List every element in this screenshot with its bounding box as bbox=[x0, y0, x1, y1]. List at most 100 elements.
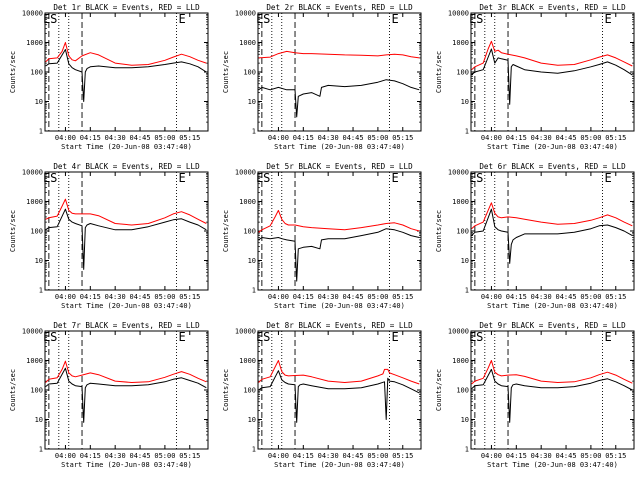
series-events-line bbox=[471, 208, 633, 264]
x-tick-label: 04:30 bbox=[105, 134, 126, 142]
series-lld-line bbox=[471, 40, 633, 71]
x-tick-label: 04:45 bbox=[555, 134, 576, 142]
series-lld-line bbox=[45, 42, 207, 66]
y-tick-label: 10000 bbox=[22, 10, 43, 18]
panel-det-5: Det 5r BLACK = Events, RED = LLD 1 10 100 10… bbox=[222, 162, 422, 310]
panel-det-6: Det 6r BLACK = Events, RED = LLD 1 10 100 10… bbox=[435, 162, 635, 310]
marker-S: S bbox=[263, 330, 270, 344]
marker-E-left: E bbox=[43, 12, 50, 26]
series-lld-line bbox=[45, 198, 207, 226]
panel-title: Det 7r BLACK = Events, RED = LLD bbox=[53, 321, 200, 330]
series-events-line bbox=[45, 208, 207, 270]
x-tick-label: 04:45 bbox=[342, 293, 363, 301]
y-tick-label: 10 bbox=[248, 416, 256, 424]
x-tick-label: 04:00 bbox=[268, 452, 289, 460]
y-tick-label: 1 bbox=[465, 287, 469, 295]
y-tick-label: 1000 bbox=[26, 39, 43, 47]
y-tick-label: 10 bbox=[35, 416, 43, 424]
plot-frame bbox=[470, 171, 635, 291]
marker-E-left: E bbox=[469, 330, 476, 344]
marker-E: E bbox=[605, 12, 612, 26]
x-axis-label: Start Time (20-Jun-08 03:47:40) bbox=[61, 461, 192, 469]
y-tick-label: 10 bbox=[461, 98, 469, 106]
x-tick-label: 05:15 bbox=[605, 452, 626, 460]
x-axis-label: Start Time (20-Jun-08 03:47:40) bbox=[487, 461, 618, 469]
series-events-line bbox=[258, 228, 420, 282]
x-tick-label: 04:45 bbox=[342, 134, 363, 142]
y-tick-label: 10000 bbox=[235, 169, 256, 177]
y-axis-label: Counts/sec bbox=[435, 210, 443, 252]
x-tick-label: 04:45 bbox=[555, 293, 576, 301]
panel-det-1: Det 1r BLACK = Events, RED = LLD 1 10 100 10… bbox=[9, 3, 209, 151]
x-tick-label: 05:15 bbox=[605, 293, 626, 301]
y-tick-label: 10 bbox=[248, 98, 256, 106]
x-tick-label: 04:30 bbox=[318, 293, 339, 301]
marker-S: S bbox=[50, 12, 57, 26]
y-tick-label: 100 bbox=[456, 228, 469, 236]
y-tick-label: 100 bbox=[456, 387, 469, 395]
y-tick-label: 1 bbox=[252, 287, 256, 295]
y-axis-label: Counts/sec bbox=[435, 51, 443, 93]
panel-det-7: Det 7r BLACK = Events, RED = LLD 1 10 100 10… bbox=[9, 321, 209, 469]
x-tick-label: 04:30 bbox=[531, 134, 552, 142]
series-lld-line bbox=[471, 202, 633, 230]
y-tick-label: 100 bbox=[30, 387, 43, 395]
y-tick-label: 10000 bbox=[235, 328, 256, 336]
x-tick-label: 05:15 bbox=[179, 293, 200, 301]
panel-title: Det 6r BLACK = Events, RED = LLD bbox=[479, 162, 626, 171]
marker-S: S bbox=[476, 330, 483, 344]
x-tick-label: 05:00 bbox=[154, 293, 175, 301]
marker-E: E bbox=[179, 330, 186, 344]
x-axis-label: Start Time (20-Jun-08 03:47:40) bbox=[61, 302, 192, 310]
x-tick-label: 04:00 bbox=[55, 293, 76, 301]
marker-E: E bbox=[392, 171, 399, 185]
x-tick-label: 04:00 bbox=[268, 293, 289, 301]
plot-frame bbox=[257, 171, 422, 291]
marker-E-left: E bbox=[43, 171, 50, 185]
x-tick-label: 04:15 bbox=[506, 452, 527, 460]
y-tick-label: 10000 bbox=[448, 328, 469, 336]
y-tick-label: 100 bbox=[30, 228, 43, 236]
x-tick-label: 04:15 bbox=[293, 293, 314, 301]
y-tick-label: 100 bbox=[456, 69, 469, 77]
panel-title: Det 4r BLACK = Events, RED = LLD bbox=[53, 162, 200, 171]
y-tick-label: 1000 bbox=[26, 357, 43, 365]
y-tick-label: 1 bbox=[465, 128, 469, 136]
y-axis-label: Counts/sec bbox=[9, 210, 17, 252]
panel-det-2: Det 2r BLACK = Events, RED = LLD 1 10 100 10… bbox=[222, 3, 422, 151]
marker-S: S bbox=[50, 171, 57, 185]
x-tick-label: 04:30 bbox=[531, 293, 552, 301]
x-tick-label: 04:00 bbox=[481, 452, 502, 460]
y-tick-label: 10 bbox=[35, 257, 43, 265]
x-tick-label: 05:15 bbox=[392, 134, 413, 142]
x-tick-label: 05:00 bbox=[154, 134, 175, 142]
x-tick-label: 05:00 bbox=[367, 452, 388, 460]
marker-S: S bbox=[476, 171, 483, 185]
y-tick-label: 1000 bbox=[239, 357, 256, 365]
marker-E-left: E bbox=[469, 171, 476, 185]
y-axis-label: Counts/sec bbox=[222, 369, 230, 411]
x-tick-label: 04:30 bbox=[531, 452, 552, 460]
x-tick-label: 04:45 bbox=[342, 452, 363, 460]
plot-frame bbox=[257, 12, 422, 132]
y-axis-label: Counts/sec bbox=[222, 210, 230, 252]
series-lld-line bbox=[258, 360, 420, 385]
panel-title: Det 5r BLACK = Events, RED = LLD bbox=[266, 162, 413, 171]
x-tick-label: 04:00 bbox=[55, 452, 76, 460]
panel-det-8: Det 8r BLACK = Events, RED = LLD 1 10 100 10… bbox=[222, 321, 422, 469]
y-axis-label: Counts/sec bbox=[9, 369, 17, 411]
x-tick-label: 04:15 bbox=[80, 293, 101, 301]
plot-frame bbox=[257, 330, 422, 450]
x-tick-label: 04:15 bbox=[293, 452, 314, 460]
y-axis-label: Counts/sec bbox=[9, 51, 17, 93]
plot-frame bbox=[470, 330, 635, 450]
plot-frame bbox=[470, 12, 635, 132]
panel-det-3: Det 3r BLACK = Events, RED = LLD 1 10 100 10… bbox=[435, 3, 635, 151]
x-axis-label: Start Time (20-Jun-08 03:47:40) bbox=[61, 143, 192, 151]
y-tick-label: 10000 bbox=[22, 328, 43, 336]
series-events-line bbox=[258, 370, 420, 423]
y-tick-label: 1000 bbox=[239, 198, 256, 206]
y-tick-label: 1000 bbox=[452, 198, 469, 206]
